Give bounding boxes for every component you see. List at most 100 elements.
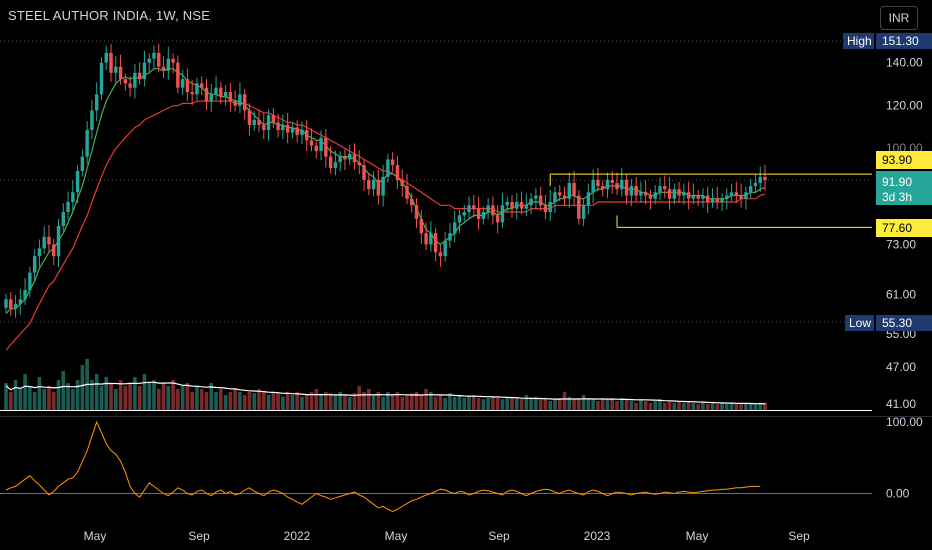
volume-bar <box>400 396 405 410</box>
volume-bar <box>8 392 13 410</box>
candle-body <box>9 299 13 309</box>
low-label-text: Low <box>849 316 871 330</box>
candle-body <box>104 52 108 63</box>
sma-long-line <box>5 100 766 351</box>
volume-bar <box>691 402 696 410</box>
time-axis-label: 2022 <box>284 529 311 543</box>
volume-bar <box>629 401 634 410</box>
volume-bar <box>405 395 409 410</box>
candle-body <box>319 137 323 152</box>
candle-body <box>281 124 285 131</box>
candle-body <box>596 179 600 187</box>
volume-bar <box>395 392 400 410</box>
rsi-tick-label: 0.00 <box>886 487 910 501</box>
volume-bar <box>147 383 152 410</box>
volume-bar <box>424 389 428 410</box>
volume-bar <box>610 398 615 410</box>
candle-body <box>371 179 376 190</box>
candle-body <box>500 205 505 223</box>
volume-bar <box>338 392 342 410</box>
high-label: High 151.30 <box>843 33 932 49</box>
volume-bar <box>696 404 700 410</box>
volume-bar <box>624 399 629 410</box>
high-label-value-bg <box>876 33 932 49</box>
candle-body <box>405 186 409 199</box>
candle-body <box>624 179 629 196</box>
candle-body <box>529 198 533 206</box>
candle-body <box>238 94 242 106</box>
volume-bar <box>233 389 237 410</box>
candle-body <box>85 130 89 157</box>
candle-body <box>486 205 490 213</box>
support-level-label-bg <box>876 219 932 237</box>
volume-bar <box>238 392 242 410</box>
candle-body <box>66 201 70 213</box>
currency-button[interactable]: INR <box>880 6 918 30</box>
time-axis-label: May <box>84 529 107 543</box>
volume-bar <box>662 402 667 410</box>
volume-bar <box>66 383 70 410</box>
volume-bar <box>753 404 758 410</box>
candle-body <box>548 201 552 213</box>
volume-bar <box>596 401 600 410</box>
candle-body <box>367 179 371 190</box>
volume-bar <box>309 392 314 410</box>
candle-body <box>448 233 452 241</box>
candle-body <box>653 192 657 199</box>
candle-body <box>591 179 595 193</box>
high-label-text: High <box>847 34 872 48</box>
volume-bar <box>343 395 347 410</box>
candle-body <box>247 110 252 125</box>
volume-bar <box>4 383 8 410</box>
volume-bar <box>605 399 610 410</box>
volume-bar <box>180 386 185 410</box>
candle-body <box>467 205 471 213</box>
volume-bar <box>328 393 333 410</box>
candle-body <box>195 83 199 95</box>
candle-body <box>133 72 137 88</box>
candle-body <box>252 120 256 125</box>
time-axis-label: Sep <box>188 529 210 543</box>
candle-body <box>352 153 357 163</box>
price-tick-label: 41.00 <box>886 397 916 411</box>
candle-body <box>23 290 27 300</box>
candle-body <box>667 189 672 199</box>
candle-body <box>414 205 419 219</box>
volume-bar <box>204 392 209 410</box>
candle-body <box>400 179 404 187</box>
candle-body <box>534 195 538 199</box>
volume-bar <box>581 395 586 410</box>
candle-body <box>519 201 524 209</box>
candle-body <box>18 299 23 304</box>
volume-bar <box>682 402 686 410</box>
candle-body <box>481 212 486 219</box>
candle-body <box>147 58 151 63</box>
volume-bar <box>467 396 471 410</box>
candle-body <box>696 195 700 199</box>
candle-body <box>209 94 213 102</box>
candle-body <box>128 83 132 88</box>
candle-body <box>390 159 395 166</box>
volume-bar <box>223 395 228 410</box>
volume-bar <box>677 401 681 410</box>
volume-bar <box>643 401 648 410</box>
candle-body <box>744 192 748 199</box>
candle-body <box>472 205 476 209</box>
candle-body <box>357 162 361 166</box>
volume-bar <box>13 380 18 410</box>
candle-body <box>109 52 113 73</box>
volume-bar <box>648 402 653 410</box>
candle-body <box>515 201 519 209</box>
candle-body <box>166 58 171 71</box>
volume-bar <box>252 393 257 410</box>
volume-bar <box>653 401 658 410</box>
volume-bar <box>529 398 533 410</box>
volume-bar <box>99 386 104 410</box>
candle-body <box>720 198 724 202</box>
volume-bar <box>667 401 672 410</box>
volume-bar <box>128 383 132 410</box>
candle-body <box>729 192 734 196</box>
time-axis-label: May <box>686 529 709 543</box>
volume-bar <box>94 374 99 410</box>
volume-bar <box>171 380 175 410</box>
